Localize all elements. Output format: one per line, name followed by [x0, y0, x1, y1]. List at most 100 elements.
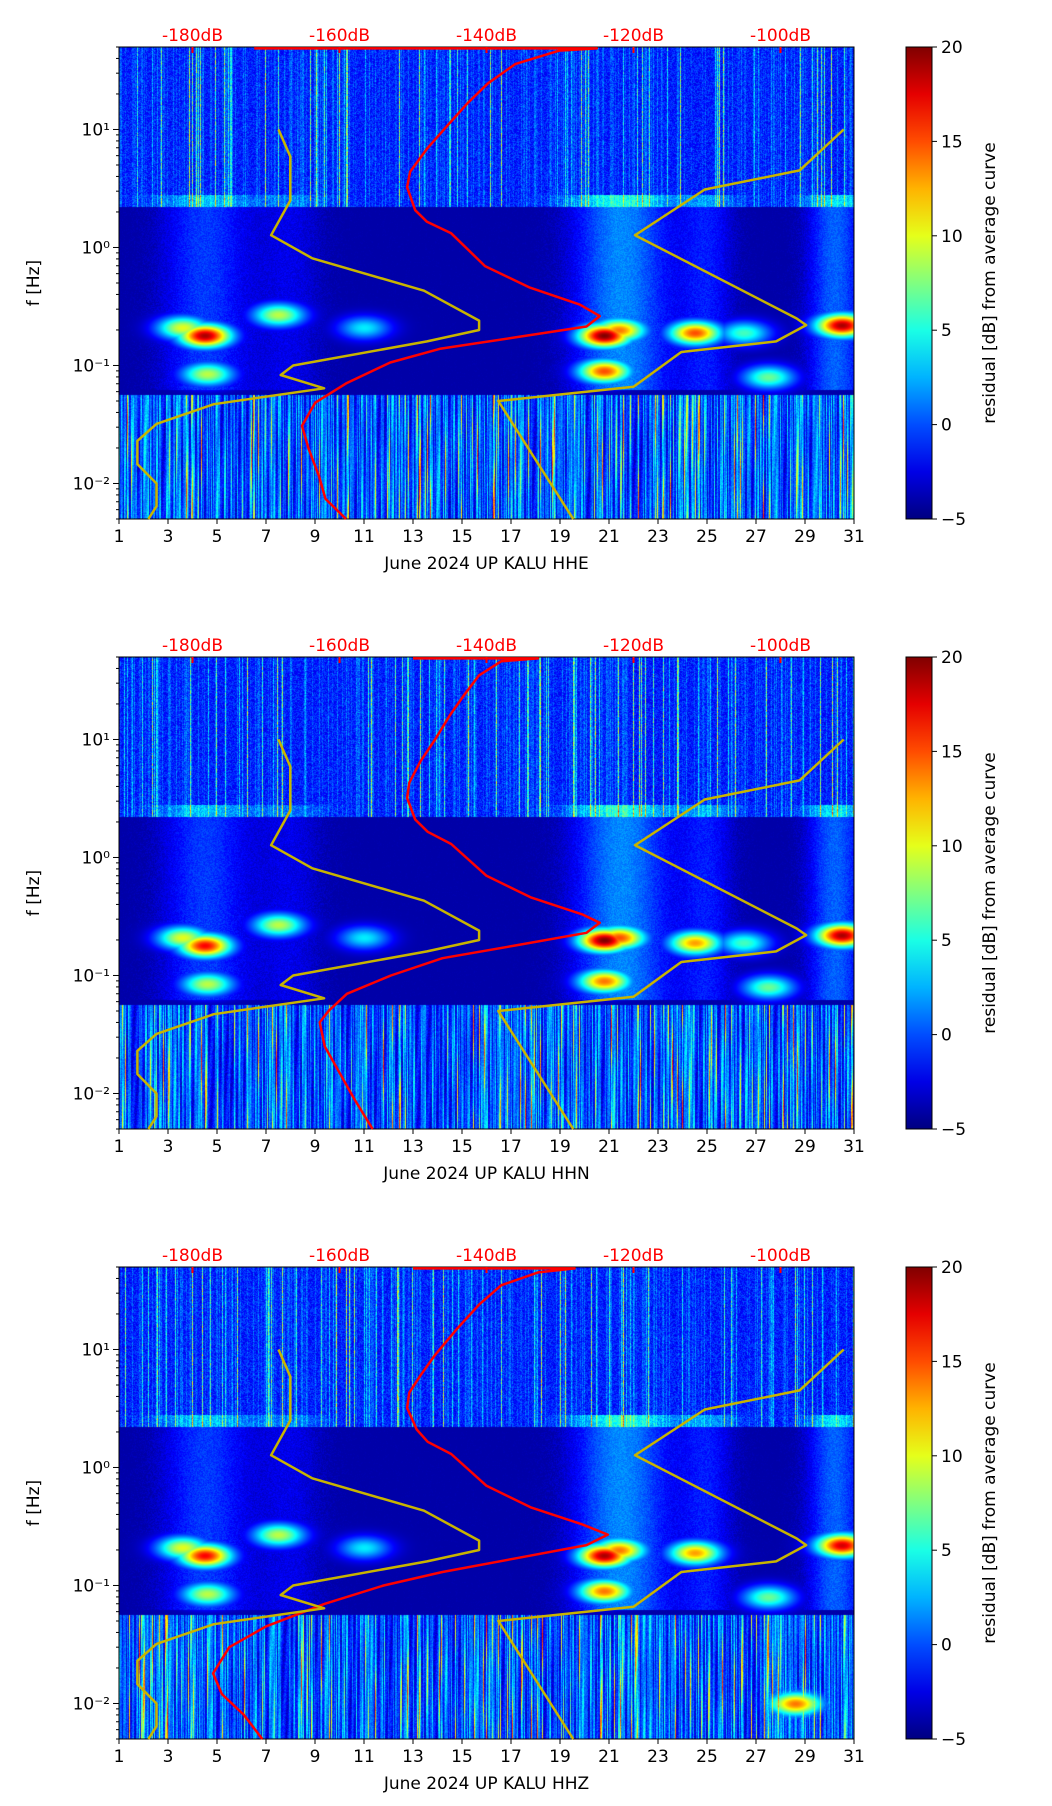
x-axis-label: June 2024 UP KALU HHN: [382, 1164, 589, 1184]
x-tick-label: 9: [310, 527, 321, 547]
colorbar-tick-label: 20: [941, 648, 963, 668]
colorbar-tick-label: 20: [941, 1258, 963, 1278]
y-tick-label: 10⁻¹: [73, 1576, 110, 1596]
db-tick-label: -140dB: [456, 1246, 517, 1266]
x-tick-label: 17: [500, 1137, 522, 1157]
colorbar-tick-label: 15: [941, 1352, 963, 1372]
db-tick-label: -180dB: [162, 636, 223, 656]
colorbar-tick-label: 10: [941, 837, 963, 857]
db-tick-label: -180dB: [162, 26, 223, 46]
series-line-median-psd: [211, 1267, 610, 1740]
x-tick-label: 21: [598, 1747, 620, 1767]
x-tick-label: 15: [451, 1747, 473, 1767]
colorbar: [905, 46, 933, 520]
spectrogram-image-hhz: [119, 1267, 854, 1739]
x-tick-label: 21: [598, 527, 620, 547]
x-tick-label: 23: [647, 1747, 669, 1767]
series-line-low-noise-model: [136, 738, 481, 1130]
x-tick-label: 27: [745, 1747, 767, 1767]
y-tick-label: 10⁰: [82, 848, 111, 868]
x-tick-label: 13: [402, 527, 424, 547]
db-tick-label: -160dB: [309, 26, 370, 46]
x-tick-label: 31: [843, 527, 865, 547]
colorbar-tick-label: −5: [941, 510, 966, 530]
x-tick-label: 1: [114, 1747, 125, 1767]
x-tick-label: 5: [212, 527, 223, 547]
x-tick-label: 31: [843, 1747, 865, 1767]
colorbar-tick-label: 10: [941, 1447, 963, 1467]
x-tick-label: 15: [451, 527, 473, 547]
x-tick-label: 27: [745, 1137, 767, 1157]
spectrogram-image-hhe: [119, 47, 854, 519]
x-tick-label: 29: [794, 1747, 816, 1767]
y-axis-label: f [Hz]: [24, 1480, 44, 1526]
y-axis-label: f [Hz]: [24, 870, 44, 916]
x-tick-label: 11: [353, 527, 375, 547]
x-tick-label: 13: [402, 1137, 424, 1157]
db-tick-label: -160dB: [309, 1246, 370, 1266]
x-tick-label: 19: [549, 1137, 571, 1157]
spectrogram-image-hhn: [119, 657, 854, 1129]
x-tick-label: 11: [353, 1747, 375, 1767]
db-tick-label: -160dB: [309, 636, 370, 656]
x-tick-label: 1: [114, 527, 125, 547]
colorbar: [905, 656, 933, 1130]
panel-hhn: 1 3 5 7 9 11 13 15 17 19 21 23 25 27 29 3110⁻²10⁻¹10⁰10…: [24, 636, 1000, 1184]
series-line-low-noise-model: [136, 128, 481, 520]
colorbar-label: residual [dB] from average curve: [980, 142, 1000, 423]
x-tick-label: 29: [794, 527, 816, 547]
x-tick-label: 29: [794, 1137, 816, 1157]
x-tick-label: 5: [212, 1137, 223, 1157]
x-tick-label: 3: [163, 1137, 174, 1157]
x-tick-label: 31: [843, 1137, 865, 1157]
y-tick-label: 10¹: [82, 1340, 110, 1360]
colorbar-label: residual [dB] from average curve: [980, 752, 1000, 1033]
colorbar-tick-label: −5: [941, 1120, 966, 1140]
x-tick-label: 9: [310, 1747, 321, 1767]
x-tick-label: 25: [696, 1747, 718, 1767]
y-tick-label: 10¹: [82, 730, 110, 750]
x-tick-label: 11: [353, 1137, 375, 1157]
series-line-high-noise-model: [497, 128, 845, 520]
x-tick-label: 19: [549, 1747, 571, 1767]
x-tick-label: 15: [451, 1137, 473, 1157]
x-tick-label: 7: [261, 1137, 272, 1157]
x-tick-label: 25: [696, 1137, 718, 1157]
panel-hhe: 1 3 5 7 9 11 13 15 17 19 21 23 25 27 29 3110⁻²10⁻¹10⁰10…: [24, 26, 1000, 574]
db-tick-label: -120dB: [603, 26, 664, 46]
y-tick-label: 10⁰: [82, 1458, 111, 1478]
colorbar-tick-label: 0: [941, 416, 952, 436]
x-tick-label: 17: [500, 1747, 522, 1767]
x-tick-label: 7: [261, 527, 272, 547]
colorbar-tick-label: 20: [941, 38, 963, 58]
db-tick-label: -100dB: [750, 1246, 811, 1266]
x-axis-label: June 2024 UP KALU HHE: [383, 554, 588, 574]
x-tick-label: 7: [261, 1747, 272, 1767]
x-tick-label: 21: [598, 1137, 620, 1157]
y-tick-label: 10⁻¹: [73, 356, 110, 376]
x-tick-label: 23: [647, 527, 669, 547]
db-tick-label: -120dB: [603, 636, 664, 656]
x-tick-label: 19: [549, 527, 571, 547]
colorbar-tick-label: 15: [941, 132, 963, 152]
y-axis-label: f [Hz]: [24, 260, 44, 306]
x-axis-label: June 2024 UP KALU HHZ: [383, 1774, 589, 1794]
series-line-high-noise-model: [497, 1348, 845, 1740]
y-tick-label: 10⁻²: [73, 1084, 110, 1104]
colorbar-tick-label: 5: [941, 321, 952, 341]
colorbar-tick-label: 10: [941, 227, 963, 247]
x-tick-label: 9: [310, 1137, 321, 1157]
colorbar-label: residual [dB] from average curve: [980, 1362, 1000, 1643]
x-tick-label: 3: [163, 1747, 174, 1767]
colorbar-tick-label: 0: [941, 1636, 952, 1656]
x-tick-label: 5: [212, 1747, 223, 1767]
y-tick-label: 10⁻¹: [73, 966, 110, 986]
colorbar-tick-label: 5: [941, 1541, 952, 1561]
x-tick-label: 3: [163, 527, 174, 547]
x-tick-label: 25: [696, 527, 718, 547]
y-tick-label: 10⁻²: [73, 1694, 110, 1714]
x-tick-label: 1: [114, 1137, 125, 1157]
colorbar-tick-label: −5: [941, 1730, 966, 1750]
db-tick-label: -140dB: [456, 26, 517, 46]
